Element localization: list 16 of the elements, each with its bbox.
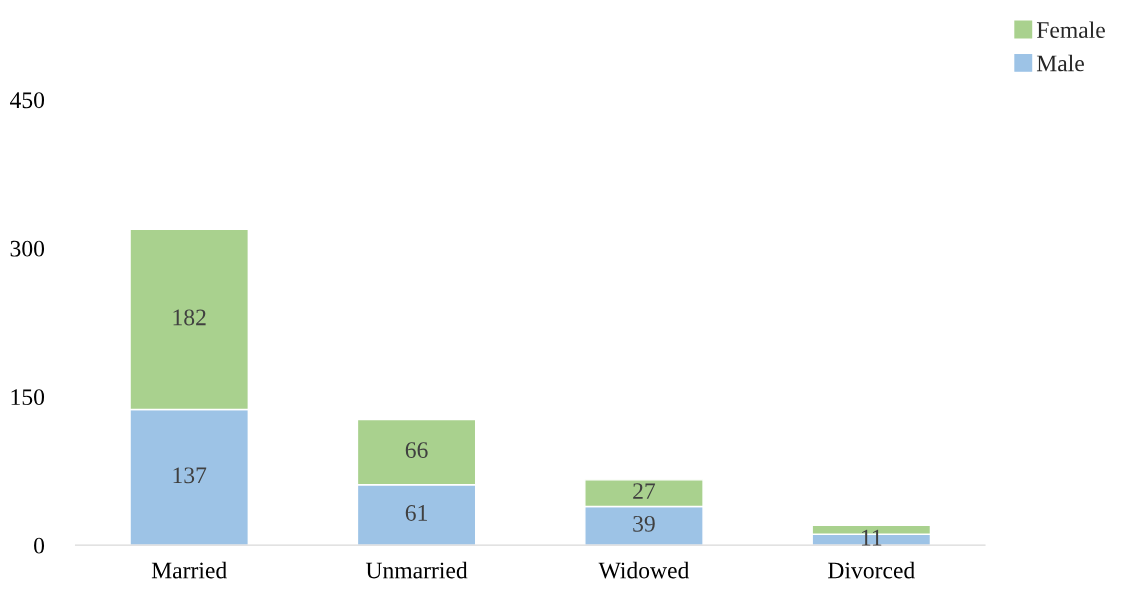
data-label: 61 (405, 505, 427, 521)
data-label: 182 (173, 309, 206, 326)
y-tick-label: 0 (34, 537, 45, 554)
data-label: 39 (633, 515, 655, 532)
data-label: 27 (633, 483, 656, 499)
y-tick-label: 150 (11, 389, 45, 406)
legend-label: Female (1036, 21, 1105, 39)
x-tick-label: Widowed (598, 561, 690, 579)
data-label: 66 (405, 442, 428, 459)
legend-label: Male (1036, 54, 1084, 72)
x-tick-label: Married (151, 561, 227, 579)
x-tick-label: Divorced (828, 561, 915, 579)
x-tick-label: Unmarried (365, 561, 468, 579)
data-label: 137 (173, 467, 207, 484)
y-tick-label: 300 (10, 240, 45, 257)
y-tick-label: 450 (10, 92, 45, 109)
